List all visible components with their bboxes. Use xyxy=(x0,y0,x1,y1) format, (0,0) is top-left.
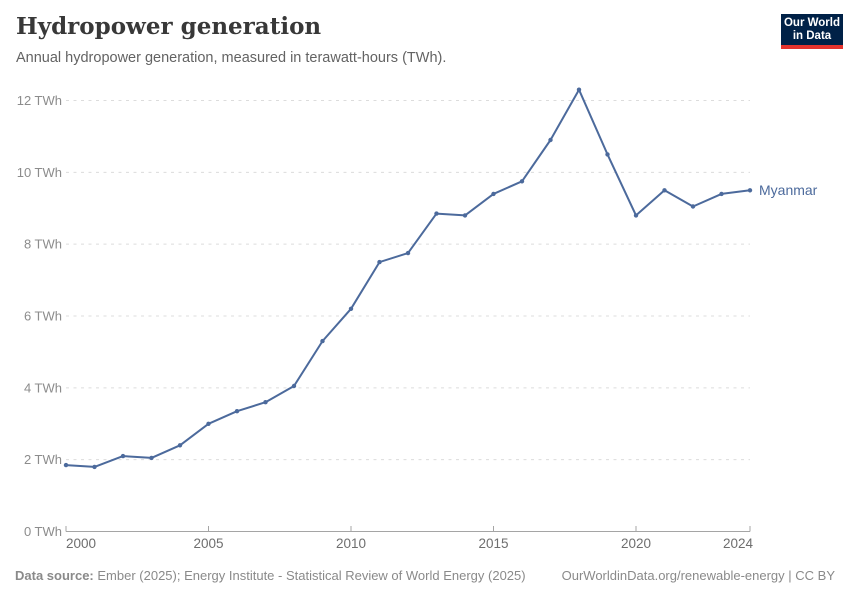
data-point-2009[interactable] xyxy=(320,338,325,344)
data-point-2000[interactable] xyxy=(63,462,69,468)
y-axis-tick-label: 8 TWh xyxy=(24,237,62,252)
owid-footer-link[interactable]: OurWorldinData.org/renewable-energy | CC… xyxy=(561,568,835,583)
data-point-2010[interactable] xyxy=(348,306,354,311)
data-line-myanmar[interactable] xyxy=(65,88,751,468)
y-axis-tick-label: 0 TWh xyxy=(24,524,62,539)
page-title: Hydropower generation xyxy=(16,13,322,40)
data-source-label: Data source: xyxy=(15,568,94,583)
data-point-2019[interactable] xyxy=(605,152,610,157)
owid-logo[interactable]: Our World in Data xyxy=(781,14,843,49)
x-axis-tick-label: 2024 xyxy=(723,536,754,551)
data-point-2003[interactable] xyxy=(149,455,154,461)
data-point-2024[interactable] xyxy=(747,188,753,193)
data-point-2015[interactable] xyxy=(491,191,496,197)
data-point-2008[interactable] xyxy=(291,383,297,389)
data-point-2016[interactable] xyxy=(519,179,525,184)
y-axis-tick-label: 4 TWh xyxy=(24,380,62,395)
chart-subtitle: Annual hydropower generation, measured i… xyxy=(16,50,447,66)
data-source: Data source: Ember (2025); Energy Instit… xyxy=(15,568,526,583)
y-axis-tick-label: 2 TWh xyxy=(24,452,62,467)
data-point-2001[interactable] xyxy=(92,464,97,470)
owid-logo-line2: in Data xyxy=(792,29,832,42)
data-source-text: Ember (2025); Energy Institute - Statist… xyxy=(97,568,526,583)
data-point-2023[interactable] xyxy=(719,191,724,197)
data-point-2021[interactable] xyxy=(662,188,667,193)
data-point-2017[interactable] xyxy=(548,137,553,143)
x-axis-tick-label: 2000 xyxy=(66,536,96,551)
x-axis-tick-label: 2020 xyxy=(621,536,651,551)
data-point-2002[interactable] xyxy=(120,453,126,459)
data-point-2014[interactable] xyxy=(462,213,468,218)
data-point-2011[interactable] xyxy=(377,259,382,265)
x-axis-tick-label: 2015 xyxy=(478,536,508,551)
data-point-2004[interactable] xyxy=(177,443,183,448)
y-axis-tick-label: 10 TWh xyxy=(17,165,62,180)
x-axis-tick-label: 2005 xyxy=(193,536,223,551)
data-point-2020[interactable] xyxy=(633,213,639,218)
data-point-2012[interactable] xyxy=(405,250,411,256)
y-axis-tick-label: 12 TWh xyxy=(17,93,62,108)
data-point-2007[interactable] xyxy=(263,400,268,405)
data-point-2005[interactable] xyxy=(206,421,211,426)
data-point-2013[interactable] xyxy=(434,211,439,216)
data-point-2006[interactable] xyxy=(234,409,240,414)
data-point-2022[interactable] xyxy=(690,204,696,209)
series-entity-label: Myanmar xyxy=(759,182,818,198)
x-axis-tick-label: 2010 xyxy=(336,536,366,551)
chart-footer: Data source: Ember (2025); Energy Instit… xyxy=(0,568,850,583)
data-point-2018[interactable] xyxy=(576,87,582,92)
y-axis-tick-label: 6 TWh xyxy=(24,309,62,324)
owid-logo-line1: Our World xyxy=(783,16,840,29)
